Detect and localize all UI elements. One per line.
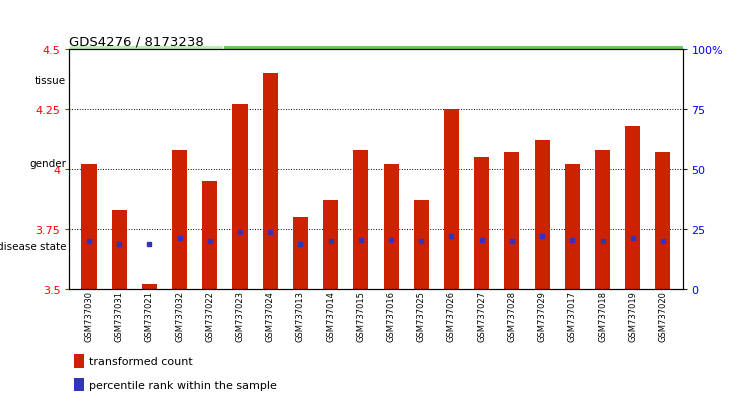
Bar bbox=[293, 217, 308, 289]
Bar bbox=[595, 150, 610, 289]
FancyBboxPatch shape bbox=[69, 45, 223, 120]
Text: lean: lean bbox=[107, 242, 123, 251]
Bar bbox=[504, 152, 520, 289]
Bar bbox=[656, 152, 670, 289]
Text: male: male bbox=[531, 159, 558, 169]
Bar bbox=[172, 150, 187, 289]
FancyBboxPatch shape bbox=[131, 211, 161, 285]
Text: obese: obese bbox=[73, 242, 96, 251]
Text: obese: obese bbox=[226, 242, 250, 251]
Bar bbox=[565, 164, 580, 289]
Text: lean: lean bbox=[595, 241, 617, 251]
Text: visceral fat: visceral fat bbox=[117, 76, 175, 86]
Bar bbox=[444, 109, 459, 289]
Text: female: female bbox=[85, 159, 115, 168]
FancyBboxPatch shape bbox=[407, 128, 683, 202]
Bar bbox=[232, 104, 247, 289]
Bar bbox=[353, 150, 369, 289]
Text: disease state: disease state bbox=[0, 241, 66, 251]
Text: lean: lean bbox=[182, 242, 201, 251]
Text: transformed count: transformed count bbox=[89, 356, 193, 366]
Bar bbox=[202, 181, 218, 289]
Bar bbox=[142, 284, 157, 289]
Text: gender: gender bbox=[29, 159, 66, 169]
Bar bbox=[263, 74, 278, 289]
Bar bbox=[534, 140, 550, 289]
Bar bbox=[112, 210, 127, 289]
Bar bbox=[74, 354, 84, 368]
FancyBboxPatch shape bbox=[529, 211, 683, 285]
Bar bbox=[383, 164, 399, 289]
Text: ▶: ▶ bbox=[70, 241, 77, 251]
Text: obese: obese bbox=[134, 242, 158, 251]
Text: tissue: tissue bbox=[35, 76, 66, 86]
Text: ▶: ▶ bbox=[70, 159, 77, 169]
Text: male: male bbox=[164, 159, 190, 169]
Text: ▶: ▶ bbox=[70, 76, 77, 86]
Text: obese: obese bbox=[453, 241, 483, 251]
Text: lean: lean bbox=[319, 241, 341, 251]
FancyBboxPatch shape bbox=[223, 45, 683, 120]
FancyBboxPatch shape bbox=[407, 211, 529, 285]
FancyBboxPatch shape bbox=[253, 211, 407, 285]
Bar bbox=[82, 164, 96, 289]
FancyBboxPatch shape bbox=[161, 211, 223, 285]
FancyBboxPatch shape bbox=[69, 128, 131, 202]
FancyBboxPatch shape bbox=[223, 128, 407, 202]
Bar bbox=[625, 126, 640, 289]
FancyBboxPatch shape bbox=[223, 211, 253, 285]
Text: subcutaneous fat: subcutaneous fat bbox=[407, 76, 498, 86]
Bar bbox=[414, 200, 429, 289]
Text: percentile rank within the sample: percentile rank within the sample bbox=[89, 380, 277, 389]
Bar bbox=[323, 200, 338, 289]
Bar bbox=[74, 377, 84, 392]
Text: female: female bbox=[296, 159, 333, 169]
FancyBboxPatch shape bbox=[69, 211, 100, 285]
Text: GDS4276 / 8173238: GDS4276 / 8173238 bbox=[69, 36, 204, 48]
Bar bbox=[474, 157, 489, 289]
FancyBboxPatch shape bbox=[131, 128, 223, 202]
FancyBboxPatch shape bbox=[100, 211, 131, 285]
